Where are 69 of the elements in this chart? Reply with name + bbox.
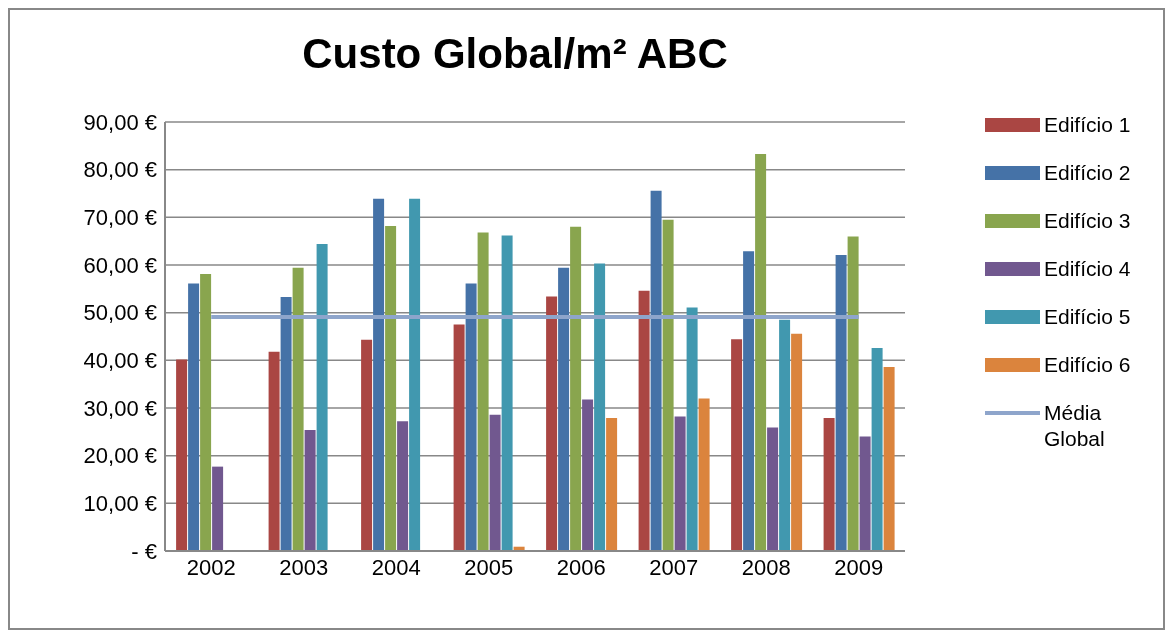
bar bbox=[200, 274, 212, 551]
bar bbox=[582, 399, 594, 551]
y-tick-label: 40,00 € bbox=[83, 348, 157, 374]
bar bbox=[453, 324, 465, 551]
bar bbox=[465, 283, 477, 551]
bar bbox=[638, 290, 650, 551]
bar bbox=[176, 359, 188, 551]
bar bbox=[698, 398, 710, 551]
bar bbox=[188, 283, 200, 551]
x-tick-label: 2009 bbox=[834, 554, 884, 580]
bar bbox=[316, 244, 328, 551]
bar bbox=[304, 429, 316, 551]
bar bbox=[767, 427, 779, 551]
bar bbox=[662, 219, 674, 551]
bar bbox=[823, 418, 835, 551]
bar bbox=[883, 367, 895, 551]
bar bbox=[409, 198, 421, 551]
bar bbox=[835, 254, 847, 551]
bar bbox=[871, 347, 883, 551]
bar bbox=[292, 267, 304, 551]
y-tick-label: 30,00 € bbox=[83, 395, 157, 421]
y-tick-label: 10,00 € bbox=[83, 491, 157, 517]
x-tick-label: 2003 bbox=[279, 554, 329, 580]
bar bbox=[859, 436, 871, 551]
bar bbox=[361, 339, 373, 551]
y-tick-label: 90,00 € bbox=[83, 109, 157, 135]
bar bbox=[779, 319, 791, 551]
y-tick-label: 50,00 € bbox=[83, 300, 157, 326]
legend-label: Média Global bbox=[1044, 400, 1106, 452]
x-tick-label: 2004 bbox=[371, 554, 421, 580]
bar bbox=[268, 351, 280, 551]
bar bbox=[489, 414, 501, 551]
y-tick-label: - € bbox=[131, 538, 157, 564]
bar bbox=[847, 236, 859, 551]
x-tick-label: 2008 bbox=[741, 554, 791, 580]
bar bbox=[594, 263, 606, 551]
legend-label: Edifício 1 bbox=[1044, 112, 1132, 138]
legend-label: Edifício 6 bbox=[1044, 352, 1132, 378]
legend-label: Edifício 5 bbox=[1044, 304, 1132, 330]
bar bbox=[280, 296, 292, 551]
legend-label: Edifício 2 bbox=[1044, 160, 1132, 186]
bar bbox=[546, 296, 558, 551]
y-tick-label: 70,00 € bbox=[83, 205, 157, 231]
bar bbox=[570, 226, 582, 551]
bar bbox=[731, 339, 743, 551]
bar bbox=[385, 225, 397, 551]
bar bbox=[743, 251, 755, 551]
bar bbox=[791, 333, 803, 551]
x-tick-label: 2002 bbox=[186, 554, 236, 580]
y-tick-label: 20,00 € bbox=[83, 443, 157, 469]
bar bbox=[397, 421, 409, 551]
bar bbox=[212, 466, 224, 551]
bar bbox=[674, 416, 686, 551]
bar bbox=[558, 267, 570, 551]
chart-title: Custo Global/m² ABC bbox=[301, 30, 729, 78]
legend-label: Edifício 4 bbox=[1044, 256, 1132, 282]
x-tick-label: 2005 bbox=[464, 554, 514, 580]
y-tick-label: 60,00 € bbox=[83, 252, 157, 278]
bar bbox=[755, 153, 767, 551]
x-tick-label: 2007 bbox=[649, 554, 699, 580]
bar bbox=[686, 307, 698, 551]
bar bbox=[606, 418, 618, 551]
bar bbox=[477, 232, 489, 551]
x-tick-label: 2006 bbox=[556, 554, 606, 580]
y-tick-label: 80,00 € bbox=[83, 157, 157, 183]
bar bbox=[650, 190, 662, 551]
bar bbox=[373, 198, 385, 551]
legend-label: Edifício 3 bbox=[1044, 208, 1132, 234]
bar bbox=[501, 235, 513, 551]
